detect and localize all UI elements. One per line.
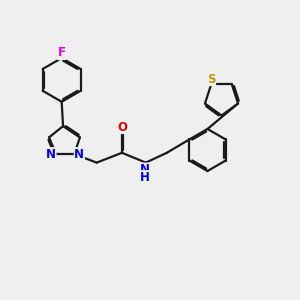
Text: N: N bbox=[74, 148, 84, 161]
Text: N: N bbox=[140, 163, 149, 176]
Text: S: S bbox=[207, 73, 215, 85]
Text: H: H bbox=[140, 171, 149, 184]
Text: N: N bbox=[46, 148, 56, 161]
Text: F: F bbox=[58, 46, 66, 59]
Text: O: O bbox=[117, 121, 127, 134]
